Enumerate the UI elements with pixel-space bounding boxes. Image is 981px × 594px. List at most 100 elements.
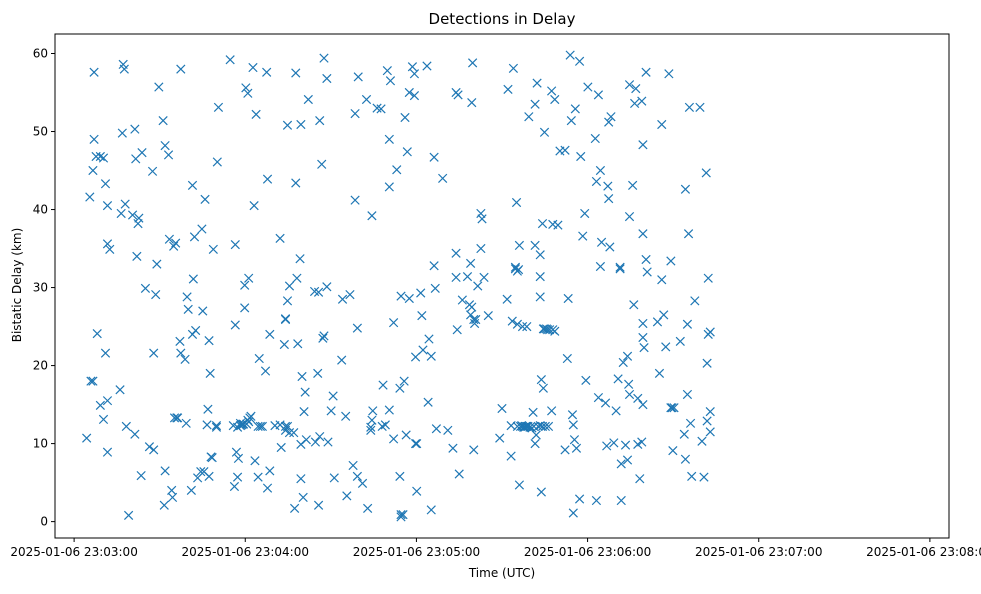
data-point <box>350 108 360 119</box>
data-point <box>429 261 439 271</box>
data-point <box>666 403 676 413</box>
data-point <box>666 256 676 266</box>
data-point <box>115 385 125 395</box>
data-point <box>291 178 301 188</box>
data-point <box>127 210 138 220</box>
data-point <box>412 486 422 496</box>
data-point <box>313 287 324 297</box>
data-point <box>538 383 548 393</box>
data-point <box>231 447 242 457</box>
data-point <box>322 282 332 292</box>
data-point <box>280 314 291 325</box>
data-point <box>701 168 711 178</box>
chart-title: Detections in Delay <box>429 10 576 28</box>
data-point <box>203 404 213 414</box>
data-point <box>160 140 170 151</box>
data-point <box>591 176 602 187</box>
x-tick-label: 2025-01-06 23:03:00 <box>10 545 137 559</box>
data-point <box>363 503 373 513</box>
data-point <box>595 261 606 272</box>
data-point <box>317 159 327 169</box>
axes: 2025-01-06 23:03:00 2025-01-06 23:04:00 20… <box>10 33 981 559</box>
data-point <box>202 420 212 430</box>
data-point <box>310 437 321 447</box>
data-point <box>615 264 625 274</box>
data-point <box>152 259 162 269</box>
data-point <box>205 368 215 379</box>
data-point <box>616 495 626 506</box>
data-point <box>622 351 633 361</box>
data-point <box>604 117 614 127</box>
data-point <box>95 151 105 162</box>
data-point <box>702 416 712 426</box>
data-point <box>657 275 667 285</box>
data-point <box>563 293 573 304</box>
data-point <box>88 165 98 176</box>
data-point <box>240 280 250 290</box>
data-point <box>337 294 348 304</box>
data-point <box>593 90 604 100</box>
data-point <box>296 119 306 130</box>
data-point <box>611 406 621 416</box>
y-tick-label: 40 <box>33 203 48 217</box>
data-point <box>404 87 414 98</box>
data-point <box>545 325 555 335</box>
data-point <box>409 69 420 79</box>
data-point <box>591 495 602 506</box>
data-point <box>229 481 240 492</box>
data-point <box>567 410 578 420</box>
data-point <box>284 428 295 438</box>
x-tick-label: 2025-01-06 23:08:00 <box>866 545 981 559</box>
data-point <box>159 500 169 510</box>
data-point <box>132 251 142 261</box>
data-point <box>418 345 428 355</box>
data-point <box>100 179 111 189</box>
data-point <box>313 500 324 510</box>
data-point <box>296 474 306 484</box>
data-point <box>479 272 489 283</box>
data-point <box>329 473 339 483</box>
data-point <box>188 274 198 284</box>
data-point <box>384 182 394 192</box>
data-point <box>543 421 554 432</box>
data-point <box>535 292 545 302</box>
data-point <box>282 296 293 306</box>
data-point <box>568 508 578 518</box>
data-point <box>532 78 542 88</box>
data-point <box>528 407 538 418</box>
data-point <box>547 406 557 416</box>
data-point <box>680 454 691 464</box>
data-point <box>560 445 570 455</box>
data-point <box>514 240 525 251</box>
data-point <box>191 325 201 336</box>
data-point <box>454 469 464 479</box>
data-point <box>410 352 421 362</box>
data-point <box>167 492 178 503</box>
x-tick-label: 2025-01-06 23:04:00 <box>182 545 309 559</box>
data-point <box>238 419 248 429</box>
data-point <box>539 127 550 137</box>
data-point <box>98 153 109 163</box>
data-point <box>667 403 677 413</box>
data-point <box>508 63 519 73</box>
data-point <box>189 232 200 242</box>
data-point <box>257 421 268 432</box>
data-point <box>119 64 129 74</box>
data-point <box>172 413 182 423</box>
data-point <box>687 471 697 481</box>
data-point <box>514 480 525 490</box>
data-point <box>699 472 709 482</box>
data-point <box>578 231 588 241</box>
data-point <box>319 331 329 341</box>
data-point <box>116 208 126 219</box>
data-point <box>638 229 648 239</box>
data-point <box>562 353 572 364</box>
data-point <box>121 421 131 432</box>
data-point <box>366 425 376 435</box>
x-axis-label: Time (UTC) <box>468 566 535 580</box>
data-point <box>187 180 198 190</box>
data-point <box>467 58 478 68</box>
data-point <box>622 455 633 465</box>
data-point <box>606 112 616 122</box>
